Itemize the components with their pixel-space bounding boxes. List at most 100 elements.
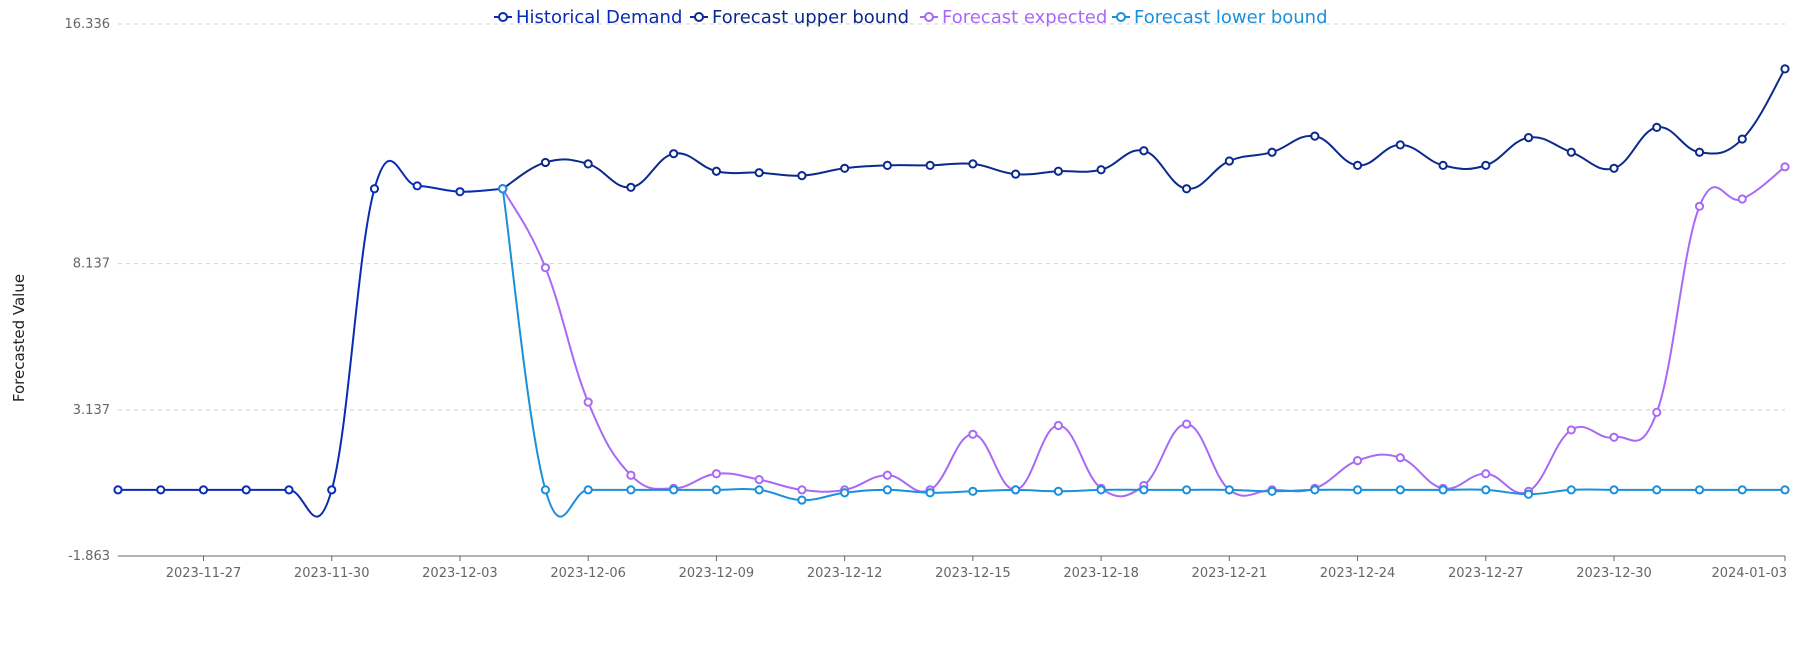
data-point[interactable] xyxy=(1652,485,1662,495)
data-point[interactable] xyxy=(455,187,465,197)
legend-item[interactable]: Forecast upper bound xyxy=(690,7,909,28)
data-point[interactable] xyxy=(968,159,978,169)
data-point[interactable] xyxy=(925,160,935,170)
data-point[interactable] xyxy=(1139,485,1149,495)
y-tick-label: 3.137 xyxy=(73,403,110,418)
data-point[interactable] xyxy=(797,170,807,181)
data-point[interactable] xyxy=(1224,156,1234,166)
data-point[interactable] xyxy=(583,485,593,495)
data-point[interactable] xyxy=(1395,453,1405,463)
x-tick-label: 2023-11-30 xyxy=(294,566,370,581)
data-point[interactable] xyxy=(1267,147,1277,157)
data-point[interactable] xyxy=(968,486,978,496)
data-point[interactable] xyxy=(1481,469,1491,479)
data-point[interactable] xyxy=(882,485,892,495)
data-point[interactable] xyxy=(1053,420,1063,431)
data-point[interactable] xyxy=(369,184,380,194)
data-point[interactable] xyxy=(1352,160,1363,170)
data-point[interactable] xyxy=(797,495,807,505)
data-point[interactable] xyxy=(1011,169,1021,179)
data-point[interactable] xyxy=(1352,485,1363,495)
data-point[interactable] xyxy=(1139,146,1149,156)
data-point[interactable] xyxy=(968,429,978,439)
legend-item[interactable]: Forecast lower bound xyxy=(1112,7,1328,28)
data-point[interactable] xyxy=(1780,485,1790,495)
data-point[interactable] xyxy=(412,181,422,191)
data-point[interactable] xyxy=(1566,425,1576,435)
data-point[interactable] xyxy=(1181,485,1192,495)
data-point[interactable] xyxy=(1694,147,1705,157)
data-point[interactable] xyxy=(1652,407,1662,417)
data-point[interactable] xyxy=(1181,184,1192,194)
data-point[interactable] xyxy=(540,157,551,168)
data-point[interactable] xyxy=(840,163,850,173)
legend-item[interactable]: Historical Demand xyxy=(494,7,682,28)
data-point[interactable] xyxy=(840,488,850,498)
data-point[interactable] xyxy=(1694,485,1705,495)
data-point[interactable] xyxy=(583,159,593,169)
data-point[interactable] xyxy=(882,160,892,170)
data-point[interactable] xyxy=(669,149,679,159)
data-point[interactable] xyxy=(540,263,551,273)
data-point[interactable] xyxy=(1395,140,1405,150)
data-point[interactable] xyxy=(1181,419,1192,429)
data-point[interactable] xyxy=(113,485,123,495)
legend-point-marker xyxy=(694,12,704,22)
data-point[interactable] xyxy=(669,485,679,495)
x-tick-label: 2023-12-03 xyxy=(422,566,498,581)
data-point[interactable] xyxy=(711,166,722,176)
data-point[interactable] xyxy=(1438,485,1448,495)
x-tick-label: 2023-12-30 xyxy=(1576,566,1652,581)
data-point[interactable] xyxy=(1310,131,1320,141)
data-point[interactable] xyxy=(711,485,722,495)
data-point[interactable] xyxy=(1652,122,1662,132)
data-point[interactable] xyxy=(1053,166,1063,176)
data-point[interactable] xyxy=(1566,485,1576,495)
data-point[interactable] xyxy=(1523,489,1534,499)
data-point[interactable] xyxy=(1609,432,1619,442)
data-point[interactable] xyxy=(1523,132,1534,143)
data-point[interactable] xyxy=(1267,486,1277,496)
data-point[interactable] xyxy=(1224,485,1234,495)
data-point[interactable] xyxy=(711,469,722,479)
data-point[interactable] xyxy=(583,397,593,407)
legend-point-marker xyxy=(1116,12,1126,22)
data-point[interactable] xyxy=(1609,163,1619,173)
data-point[interactable] xyxy=(1096,165,1106,175)
data-point[interactable] xyxy=(1609,485,1619,495)
data-point[interactable] xyxy=(882,470,892,480)
data-point[interactable] xyxy=(797,485,807,495)
data-point[interactable] xyxy=(1780,162,1790,172)
legend-item[interactable]: Forecast expected xyxy=(920,7,1107,28)
data-point[interactable] xyxy=(1053,486,1063,496)
data-point[interactable] xyxy=(1737,485,1747,495)
data-point[interactable] xyxy=(284,485,294,495)
data-point[interactable] xyxy=(754,168,764,178)
data-point[interactable] xyxy=(156,485,166,495)
data-point[interactable] xyxy=(754,485,764,495)
data-point[interactable] xyxy=(540,485,551,495)
data-point[interactable] xyxy=(1310,485,1320,495)
series-line-2 xyxy=(501,166,1786,498)
data-point[interactable] xyxy=(327,485,337,495)
data-point[interactable] xyxy=(1566,147,1576,157)
data-point[interactable] xyxy=(498,184,508,194)
data-point[interactable] xyxy=(925,488,935,498)
data-point[interactable] xyxy=(626,485,636,495)
data-point[interactable] xyxy=(1438,160,1448,170)
data-point[interactable] xyxy=(1737,194,1747,204)
data-point[interactable] xyxy=(1481,485,1491,495)
data-point[interactable] xyxy=(754,475,764,485)
data-point[interactable] xyxy=(1780,64,1790,74)
data-point[interactable] xyxy=(198,485,209,495)
data-point[interactable] xyxy=(626,182,636,192)
data-point[interactable] xyxy=(1481,160,1491,170)
data-point[interactable] xyxy=(626,470,636,480)
data-point[interactable] xyxy=(1352,456,1363,466)
data-point[interactable] xyxy=(1395,485,1405,495)
data-point[interactable] xyxy=(1737,134,1747,144)
data-point[interactable] xyxy=(1011,485,1021,495)
data-point[interactable] xyxy=(1096,485,1106,495)
data-point[interactable] xyxy=(241,485,251,495)
data-point[interactable] xyxy=(1694,201,1705,211)
